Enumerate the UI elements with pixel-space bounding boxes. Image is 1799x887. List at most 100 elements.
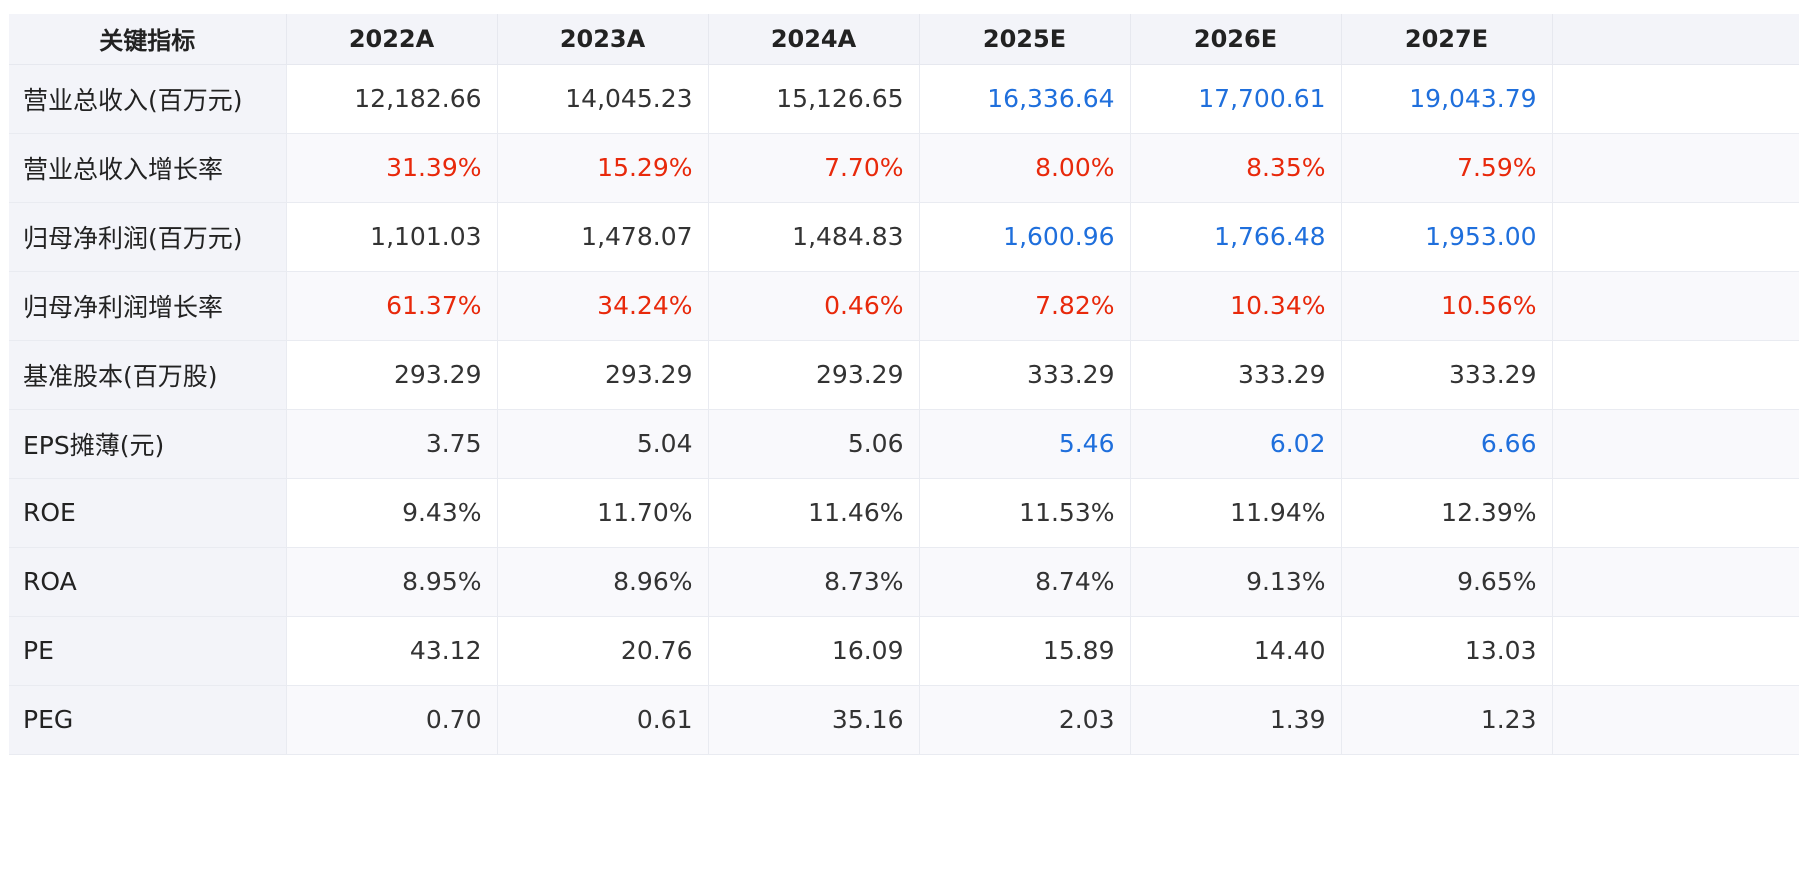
table-cell: 20.76 <box>497 616 709 686</box>
table-cell: 8.00% <box>919 133 1131 203</box>
table-cell: 7.82% <box>919 271 1131 341</box>
table-row: ROE 9.43% 11.70% 11.46% 11.53% 11.94% 12.39% <box>9 478 1799 548</box>
table-cell: 34.24% <box>497 271 709 341</box>
row-label: 归母净利润(百万元) <box>9 202 287 272</box>
clipped-cell <box>1552 271 1799 341</box>
row-label: EPS摊薄(元) <box>9 409 287 479</box>
year-header: 2027E <box>1341 14 1553 65</box>
table-cell: 1,766.48 <box>1130 202 1342 272</box>
table-cell: 15,126.65 <box>708 64 920 134</box>
table-cell: 1,101.03 <box>286 202 498 272</box>
table-cell: 5.06 <box>708 409 920 479</box>
table-cell: 293.29 <box>286 340 498 410</box>
clipped-cell <box>1552 340 1799 410</box>
table-cell: 12,182.66 <box>286 64 498 134</box>
table-cell: 15.89 <box>919 616 1131 686</box>
table-cell: 8.95% <box>286 547 498 617</box>
table-cell: 333.29 <box>1341 340 1553 410</box>
table-cell: 8.73% <box>708 547 920 617</box>
table-cell: 8.74% <box>919 547 1131 617</box>
table-cell: 14.40 <box>1130 616 1342 686</box>
clipped-header <box>1552 14 1799 65</box>
table-row: 归母净利润增长率 61.37% 34.24% 0.46% 7.82% 10.34% 10.5… <box>9 271 1799 341</box>
table-cell: 15.29% <box>497 133 709 203</box>
table-cell: 1.23 <box>1341 685 1553 755</box>
year-header: 2022A <box>286 14 498 65</box>
year-header: 2023A <box>497 14 709 65</box>
table-row: ROA 8.95% 8.96% 8.73% 8.74% 9.13% 9.65% <box>9 547 1799 617</box>
table-cell: 333.29 <box>1130 340 1342 410</box>
table-cell: 19,043.79 <box>1341 64 1553 134</box>
table-cell: 14,045.23 <box>497 64 709 134</box>
table-cell: 0.70 <box>286 685 498 755</box>
table-cell: 11.70% <box>497 478 709 548</box>
table-cell: 0.46% <box>708 271 920 341</box>
table-cell: 9.13% <box>1130 547 1342 617</box>
table-body: 营业总收入(百万元) 12,182.66 14,045.23 15,126.65 16,… <box>9 64 1799 755</box>
table-cell: 35.16 <box>708 685 920 755</box>
table-cell: 5.04 <box>497 409 709 479</box>
table-cell: 1,600.96 <box>919 202 1131 272</box>
table-row: 营业总收入(百万元) 12,182.66 14,045.23 15,126.65 16,… <box>9 64 1799 134</box>
row-label: 基准股本(百万股) <box>9 340 287 410</box>
row-label: 营业总收入增长率 <box>9 133 287 203</box>
clipped-cell <box>1552 616 1799 686</box>
table-cell: 3.75 <box>286 409 498 479</box>
table-cell: 10.56% <box>1341 271 1553 341</box>
row-label: PEG <box>9 685 287 755</box>
table-cell: 293.29 <box>497 340 709 410</box>
table-cell: 11.94% <box>1130 478 1342 548</box>
key-metrics-table-container: 关键指标 2022A 2023A 2024A 2025E 2026E 2027E… <box>9 14 1799 755</box>
table-cell: 8.96% <box>497 547 709 617</box>
table-header-row: 关键指标 2022A 2023A 2024A 2025E 2026E 2027E <box>9 14 1799 65</box>
clipped-cell <box>1552 64 1799 134</box>
year-header: 2026E <box>1130 14 1342 65</box>
table-cell: 293.29 <box>708 340 920 410</box>
table-cell: 11.46% <box>708 478 920 548</box>
row-label: ROE <box>9 478 287 548</box>
table-cell: 6.02 <box>1130 409 1342 479</box>
table-cell: 43.12 <box>286 616 498 686</box>
table-cell: 16,336.64 <box>919 64 1131 134</box>
table-cell: 6.66 <box>1341 409 1553 479</box>
clipped-cell <box>1552 202 1799 272</box>
year-header: 2025E <box>919 14 1131 65</box>
row-label: ROA <box>9 547 287 617</box>
table-cell: 1,478.07 <box>497 202 709 272</box>
clipped-cell <box>1552 409 1799 479</box>
table-cell: 31.39% <box>286 133 498 203</box>
table-cell: 1,953.00 <box>1341 202 1553 272</box>
table-cell: 2.03 <box>919 685 1131 755</box>
table-cell: 5.46 <box>919 409 1131 479</box>
table-row: 基准股本(百万股) 293.29 293.29 293.29 333.29 333.29 3… <box>9 340 1799 410</box>
table-cell: 61.37% <box>286 271 498 341</box>
table-cell: 13.03 <box>1341 616 1553 686</box>
table-cell: 16.09 <box>708 616 920 686</box>
table-row: PE 43.12 20.76 16.09 15.89 14.40 13.03 <box>9 616 1799 686</box>
row-label: PE <box>9 616 287 686</box>
table-cell: 8.35% <box>1130 133 1342 203</box>
table-cell: 10.34% <box>1130 271 1342 341</box>
table-cell: 333.29 <box>919 340 1131 410</box>
table-cell: 1.39 <box>1130 685 1342 755</box>
table-cell: 12.39% <box>1341 478 1553 548</box>
row-label: 营业总收入(百万元) <box>9 64 287 134</box>
table-row: PEG 0.70 0.61 35.16 2.03 1.39 1.23 <box>9 685 1799 755</box>
table-row: 归母净利润(百万元) 1,101.03 1,478.07 1,484.83 1,600.… <box>9 202 1799 272</box>
table-cell: 1,484.83 <box>708 202 920 272</box>
year-header: 2024A <box>708 14 920 65</box>
clipped-cell <box>1552 133 1799 203</box>
table-cell: 0.61 <box>497 685 709 755</box>
corner-header: 关键指标 <box>9 14 287 65</box>
table-row: EPS摊薄(元) 3.75 5.04 5.06 5.46 6.02 6.66 <box>9 409 1799 479</box>
key-metrics-table: 关键指标 2022A 2023A 2024A 2025E 2026E 2027E… <box>9 14 1799 755</box>
table-cell: 7.59% <box>1341 133 1553 203</box>
table-row: 营业总收入增长率 31.39% 15.29% 7.70% 8.00% 8.35% 7.59% <box>9 133 1799 203</box>
clipped-cell <box>1552 547 1799 617</box>
row-label: 归母净利润增长率 <box>9 271 287 341</box>
table-cell: 17,700.61 <box>1130 64 1342 134</box>
table-cell: 7.70% <box>708 133 920 203</box>
clipped-cell <box>1552 685 1799 755</box>
table-cell: 9.65% <box>1341 547 1553 617</box>
clipped-cell <box>1552 478 1799 548</box>
